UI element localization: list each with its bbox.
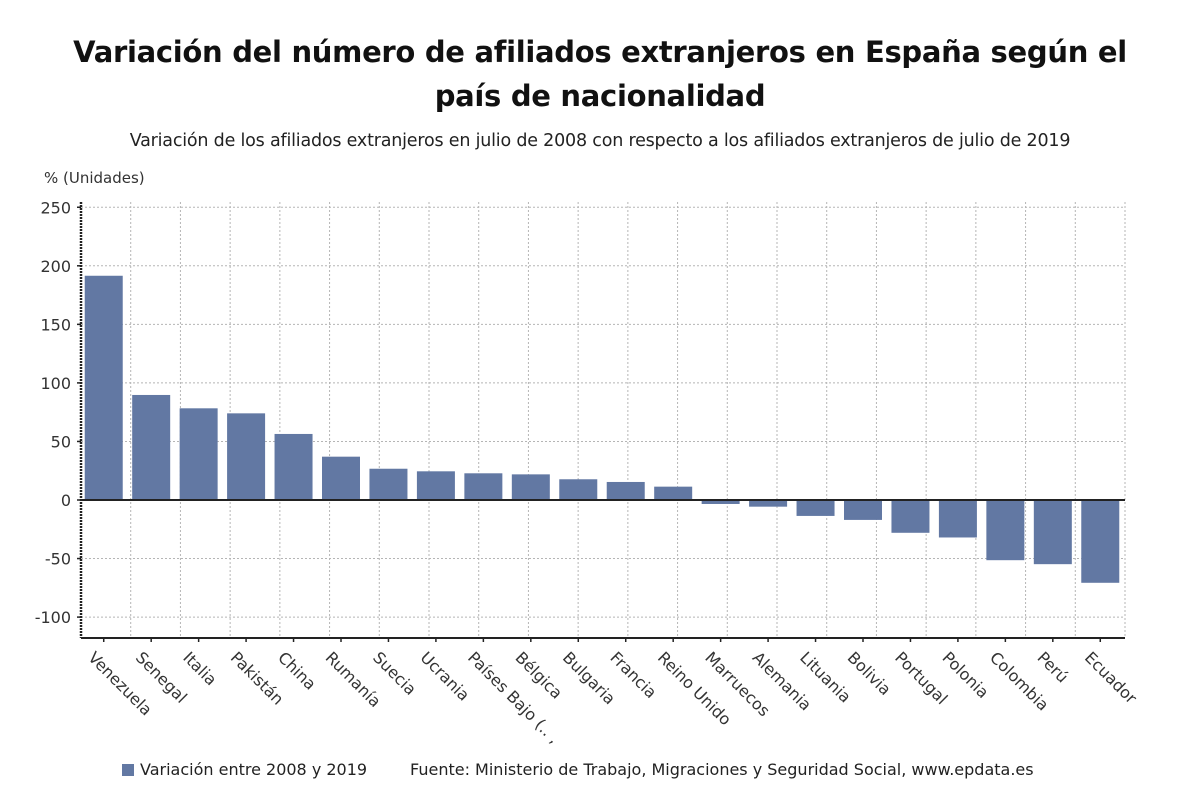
x-tick-label: Ucrania <box>417 648 474 705</box>
bar <box>796 500 835 516</box>
bar <box>749 500 788 507</box>
legend-swatch <box>122 763 134 776</box>
bar <box>844 500 882 520</box>
bar <box>606 481 645 500</box>
bar <box>227 413 266 500</box>
bar <box>1033 500 1072 565</box>
bar <box>274 433 313 500</box>
y-tick-label: -50 <box>45 550 71 569</box>
chart-title: Variación del número de afiliados extran… <box>0 30 1200 118</box>
x-tick-label: China <box>274 648 320 694</box>
bar <box>84 275 123 500</box>
y-tick-label: 200 <box>40 257 71 276</box>
bar <box>511 474 550 500</box>
y-tick-label: 250 <box>40 198 71 217</box>
bar <box>132 394 171 500</box>
bar <box>701 500 740 504</box>
y-tick-label: 50 <box>51 432 71 451</box>
x-tick-label: Italia <box>179 648 220 689</box>
bar <box>416 471 455 500</box>
bar <box>986 500 1025 561</box>
y-axis-label: % (Unidades) <box>44 169 145 187</box>
chart-title-line-2: país de nacionalidad <box>434 79 766 113</box>
y-tick-label: 100 <box>40 374 71 393</box>
chart-title-line-1: Variación del número de afiliados extran… <box>73 35 1127 69</box>
y-tick-label: 0 <box>61 491 71 510</box>
bar <box>938 500 977 538</box>
chart-subtitle: Variación de los afiliados extranjeros e… <box>129 131 1071 151</box>
axes <box>77 202 1125 642</box>
bar <box>891 500 930 533</box>
y-tick-labels: 250 200 150 100 50 0 -50 -100 <box>35 198 71 627</box>
y-tick-label: -100 <box>35 608 71 627</box>
bar <box>369 468 408 500</box>
x-tick-label: Ecuador <box>1081 648 1141 708</box>
source-note: Fuente: Ministerio de Trabajo, Migracion… <box>410 760 1034 779</box>
bar <box>464 473 503 500</box>
bar <box>559 479 598 500</box>
legend-label: Variación entre 2008 y 2019 <box>140 760 368 779</box>
bars <box>84 275 1120 583</box>
x-tick-label: Perú <box>1034 648 1073 687</box>
bar <box>322 456 360 500</box>
bar <box>1081 500 1120 583</box>
bar <box>654 486 693 500</box>
y-tick-label: 150 <box>40 315 71 334</box>
bar <box>179 408 218 500</box>
legend: Variación entre 2008 y 2019 <box>122 760 367 779</box>
